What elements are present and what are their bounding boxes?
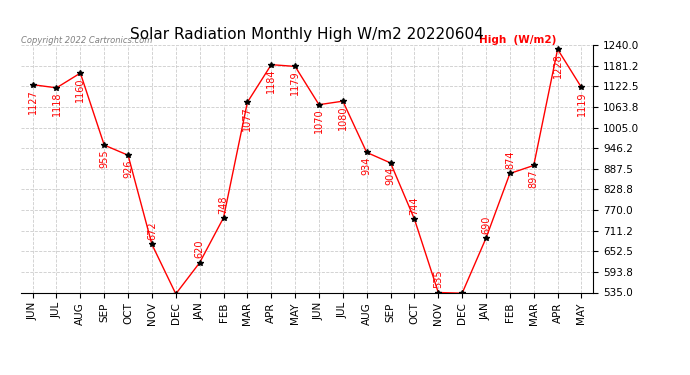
Text: 672: 672 xyxy=(147,222,157,240)
Text: 874: 874 xyxy=(505,151,515,170)
Text: 934: 934 xyxy=(362,157,372,175)
Text: 533: 533 xyxy=(0,374,1,375)
Text: 1070: 1070 xyxy=(314,109,324,134)
Text: 620: 620 xyxy=(195,240,205,258)
Text: 1179: 1179 xyxy=(290,70,300,95)
Text: 904: 904 xyxy=(386,167,395,186)
Text: 535: 535 xyxy=(433,270,443,288)
Text: 1118: 1118 xyxy=(52,92,61,117)
Text: 926: 926 xyxy=(123,159,133,178)
Text: Copyright 2022 Cartronics.com: Copyright 2022 Cartronics.com xyxy=(21,36,152,45)
Text: 1119: 1119 xyxy=(576,92,586,116)
Text: 1228: 1228 xyxy=(553,53,562,78)
Title: Solar Radiation Monthly High W/m2 20220604: Solar Radiation Monthly High W/m2 202206… xyxy=(130,27,484,42)
Text: 897: 897 xyxy=(529,170,539,188)
Text: 1160: 1160 xyxy=(75,77,86,102)
Text: 531: 531 xyxy=(0,374,1,375)
Text: 1080: 1080 xyxy=(338,105,348,130)
Text: 1184: 1184 xyxy=(266,69,276,93)
Text: 744: 744 xyxy=(409,196,420,215)
Text: 690: 690 xyxy=(481,216,491,234)
Text: 955: 955 xyxy=(99,149,109,168)
Text: 748: 748 xyxy=(219,195,228,213)
Text: High  (W/m2): High (W/m2) xyxy=(479,35,556,45)
Text: 1127: 1127 xyxy=(28,89,38,114)
Text: 1077: 1077 xyxy=(242,106,253,131)
